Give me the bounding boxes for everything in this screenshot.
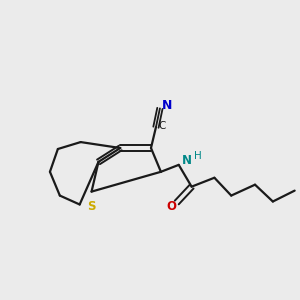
Text: N: N (182, 154, 192, 167)
Text: O: O (167, 200, 176, 214)
Text: S: S (87, 200, 95, 213)
Text: H: H (194, 151, 202, 161)
Text: C: C (158, 121, 166, 131)
Text: N: N (161, 99, 172, 112)
